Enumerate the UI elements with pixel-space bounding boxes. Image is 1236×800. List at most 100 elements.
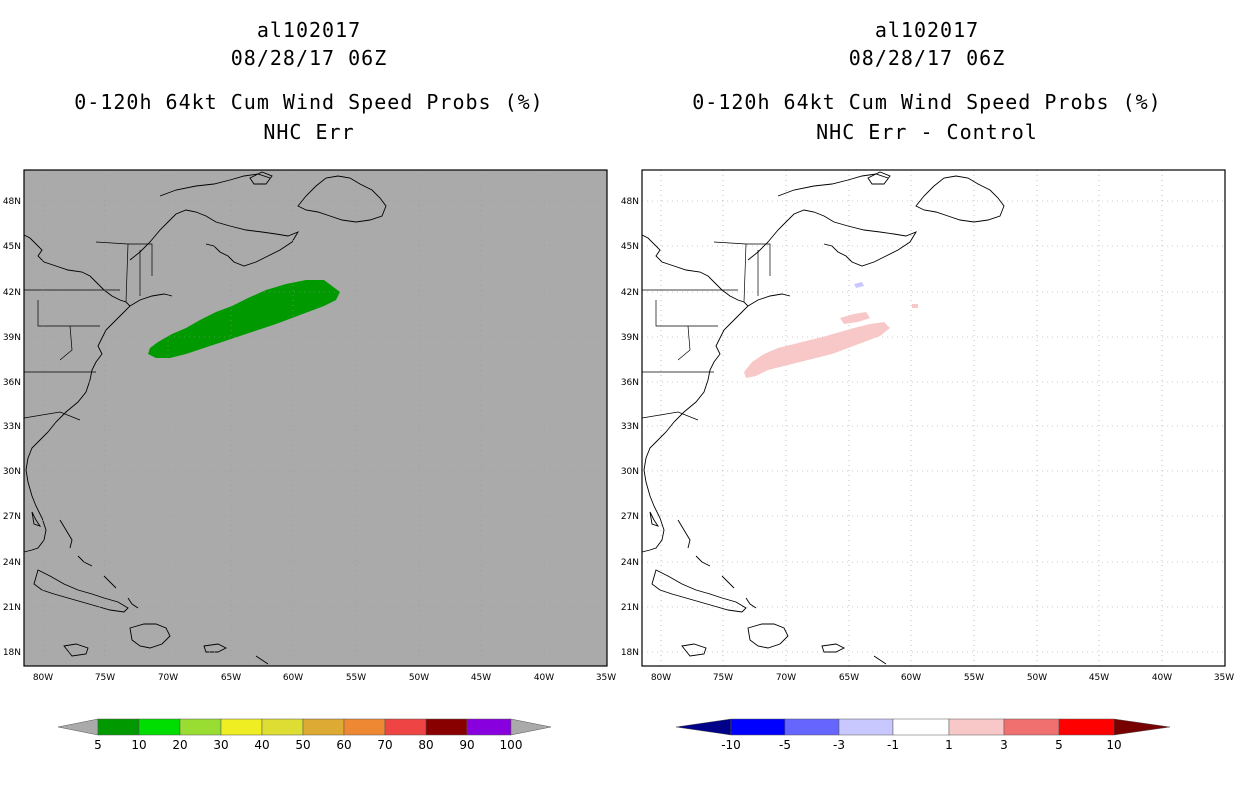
- lat-label: 24N: [3, 558, 21, 568]
- lon-label: 45W: [1089, 673, 1109, 683]
- colorbar-swatch: [179, 718, 222, 736]
- lat-label: 33N: [621, 422, 639, 432]
- lat-label: 39N: [3, 333, 21, 343]
- map-background: [642, 170, 1225, 666]
- lat-label: 18N: [621, 648, 639, 658]
- panel-subtitle: NHC Err: [263, 120, 355, 144]
- colorbar-under-arrow: [57, 718, 99, 736]
- map-frame: [23, 169, 608, 667]
- colorbar-swatch: [1003, 718, 1060, 736]
- left-panel: al102017 08/28/17 06Z 0-120h 64kt Cum Wi…: [3, 18, 616, 752]
- lon-label: 60W: [283, 673, 303, 683]
- lon-label: 45W: [471, 673, 491, 683]
- lat-label: 27N: [3, 512, 21, 522]
- map-svg: 80W 75W 70W 65W 60W 55W 50W 45W 40W 35W …: [3, 169, 616, 752]
- colorbar-label: 80: [418, 738, 433, 752]
- colorbar-label: -5: [779, 738, 791, 752]
- lat-label: 42N: [3, 288, 21, 298]
- colorbar-label: 90: [459, 738, 474, 752]
- colorbar-swatch: [838, 718, 894, 736]
- lon-label: 50W: [1027, 673, 1047, 683]
- state-border-layer: [641, 241, 771, 421]
- lon-label: 65W: [221, 673, 241, 683]
- colorbar-label: 5: [1055, 738, 1063, 752]
- lat-label: 48N: [621, 197, 639, 207]
- lat-label: 24N: [621, 558, 639, 568]
- lat-label: 36N: [621, 378, 639, 388]
- difference-area: [744, 322, 890, 378]
- colorbar-label: 100: [500, 738, 523, 752]
- probability-shading: [148, 280, 340, 358]
- colorbar-swatch: [138, 718, 181, 736]
- datetime-title: 08/28/17 06Z: [848, 46, 1006, 70]
- colorbar-label: 10: [1106, 738, 1121, 752]
- lat-label: 45N: [621, 242, 639, 252]
- negative-difference-area: [854, 282, 864, 288]
- colorbar-swatch: [948, 718, 1005, 736]
- coastline-layer: [23, 171, 387, 665]
- lat-label: 30N: [621, 467, 639, 477]
- colorbar-swatch: [261, 718, 304, 736]
- gridlines: [642, 170, 1225, 666]
- lat-label: 42N: [621, 288, 639, 298]
- colorbar-label: 20: [172, 738, 187, 752]
- colorbar-swatch: [97, 718, 140, 736]
- lon-label: 75W: [713, 673, 733, 683]
- lon-label: 60W: [901, 673, 921, 683]
- probability-difference-shading: [744, 282, 918, 378]
- colorbar-label: 30: [213, 738, 228, 752]
- storm-id-title: al102017: [256, 18, 362, 42]
- colorbar-swatch: [730, 718, 786, 736]
- storm-id-title: al102017: [874, 18, 980, 42]
- colorbar-swatch: [302, 718, 345, 736]
- colorbar-swatch: [384, 718, 427, 736]
- state-border-layer: [23, 241, 153, 421]
- colorbar-over-arrow: [510, 718, 552, 736]
- colorbar-label: 3: [1000, 738, 1008, 752]
- axis-labels: 80W 75W 70W 65W 60W 55W 50W 45W 40W 35W …: [3, 197, 616, 683]
- colorbar-swatch: [466, 718, 512, 736]
- lat-label: 39N: [621, 333, 639, 343]
- lat-label: 21N: [3, 603, 21, 613]
- gridlines: [24, 170, 607, 666]
- right-panel: al102017 08/28/17 06Z 0-120h 64kt Cum Wi…: [618, 0, 1236, 800]
- map-frame: [641, 169, 1226, 667]
- lat-label: 48N: [3, 197, 21, 207]
- colorbar-label: 40: [254, 738, 269, 752]
- colorbar-label: -3: [833, 738, 845, 752]
- lon-label: 75W: [95, 673, 115, 683]
- colorbar-label: 70: [377, 738, 392, 752]
- lat-label: 21N: [621, 603, 639, 613]
- panel-subtitle: NHC Err - Control: [816, 120, 1038, 144]
- colorbar-label: 60: [336, 738, 351, 752]
- datetime-title: 08/28/17 06Z: [230, 46, 388, 70]
- map-background: [24, 170, 607, 666]
- lon-label: 35W: [596, 673, 616, 683]
- lon-label: 80W: [651, 673, 671, 683]
- difference-area-small: [840, 312, 870, 324]
- colorbar-swatch: [343, 718, 386, 736]
- colorbar-label: 10: [131, 738, 146, 752]
- coastline-layer: [641, 171, 1005, 665]
- colorbar-left: 5 10 20 30 40 50 60 70 80 90 100: [57, 718, 552, 752]
- map-svg: 80W 75W 70W 65W 60W 55W 50W 45W 40W 35W …: [621, 169, 1234, 752]
- colorbar-label: 5: [94, 738, 102, 752]
- product-title: 0-120h 64kt Cum Wind Speed Probs (%): [74, 90, 544, 114]
- lat-label: 33N: [3, 422, 21, 432]
- map-area: [641, 169, 1226, 667]
- colorbar-swatch: [1058, 718, 1115, 736]
- colorbar-swatch: [892, 718, 950, 736]
- colorbar-over-arrow: [1113, 718, 1171, 736]
- lat-label: 45N: [3, 242, 21, 252]
- colorbar-swatch: [425, 718, 468, 736]
- lat-label: 30N: [3, 467, 21, 477]
- lon-label: 35W: [1214, 673, 1234, 683]
- probability-area: [148, 280, 340, 358]
- lon-label: 80W: [33, 673, 53, 683]
- lat-label: 36N: [3, 378, 21, 388]
- lon-label: 55W: [964, 673, 984, 683]
- lon-label: 55W: [346, 673, 366, 683]
- difference-area-small: [912, 304, 918, 308]
- lat-label: 18N: [3, 648, 21, 658]
- colorbar-right: -10 -5 -3 -1 1 3 5 10: [675, 718, 1171, 752]
